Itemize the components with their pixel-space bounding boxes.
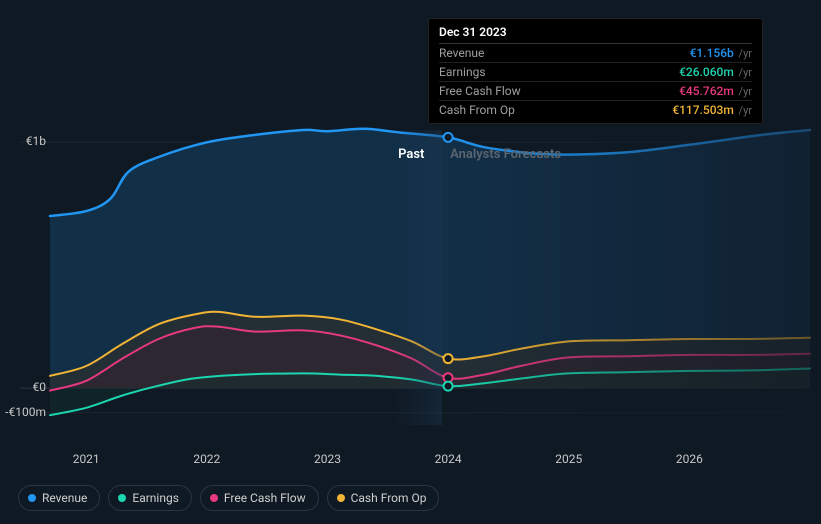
legend-label: Free Cash Flow: [224, 491, 306, 505]
y-tick-label: €1b: [0, 134, 46, 148]
legend-dot-icon: [210, 494, 218, 502]
chart-tooltip: Dec 31 2023 Revenue €1.156b /yr Earnings €2…: [428, 18, 763, 124]
tooltip-row: Cash From Op €117.503m /yr: [439, 101, 752, 119]
legend-label: Cash From Op: [351, 491, 427, 505]
tooltip-metric-label: Cash From Op: [439, 103, 515, 117]
tooltip-row: Revenue €1.156b /yr: [439, 44, 752, 63]
x-tick-label: 2021: [73, 452, 100, 466]
legend-label: Earnings: [132, 491, 179, 505]
forecast-section-label: Analysts Forecasts: [450, 147, 561, 162]
x-tick-label: 2025: [555, 452, 582, 466]
tooltip-row: Free Cash Flow €45.762m /yr: [439, 82, 752, 101]
legend-item-cash-from-op[interactable]: Cash From Op: [327, 485, 440, 511]
tooltip-metric-value: €45.762m /yr: [679, 84, 752, 98]
x-tick-label: 2023: [314, 452, 341, 466]
past-section-label: Past: [398, 147, 424, 162]
legend-item-revenue[interactable]: Revenue: [18, 485, 100, 511]
tooltip-metric-value: €117.503m /yr: [672, 103, 752, 117]
chart-legend: Revenue Earnings Free Cash Flow Cash From O…: [18, 485, 439, 511]
x-tick-label: 2022: [193, 452, 220, 466]
y-tick-label: -€100m: [0, 405, 46, 419]
x-tick-label: 2026: [676, 452, 703, 466]
y-tick-label: €0: [0, 380, 46, 394]
tooltip-metric-label: Earnings: [439, 65, 486, 79]
tooltip-metric-value: €26.060m /yr: [679, 65, 752, 79]
tooltip-row: Earnings €26.060m /yr: [439, 63, 752, 82]
legend-dot-icon: [28, 494, 36, 502]
x-tick-label: 2024: [435, 452, 462, 466]
tooltip-metric-value: €1.156b /yr: [690, 46, 752, 60]
financial-chart: €1b €0 -€100m 2021 2022 2023 2024 2025 2026 Pas…: [0, 0, 821, 524]
legend-label: Revenue: [42, 491, 87, 505]
tooltip-date: Dec 31 2023: [439, 25, 752, 44]
legend-dot-icon: [118, 494, 126, 502]
legend-dot-icon: [337, 494, 345, 502]
legend-item-earnings[interactable]: Earnings: [108, 485, 192, 511]
tooltip-metric-label: Free Cash Flow: [439, 84, 521, 98]
legend-item-free-cash-flow[interactable]: Free Cash Flow: [200, 485, 319, 511]
tooltip-metric-label: Revenue: [439, 46, 484, 60]
